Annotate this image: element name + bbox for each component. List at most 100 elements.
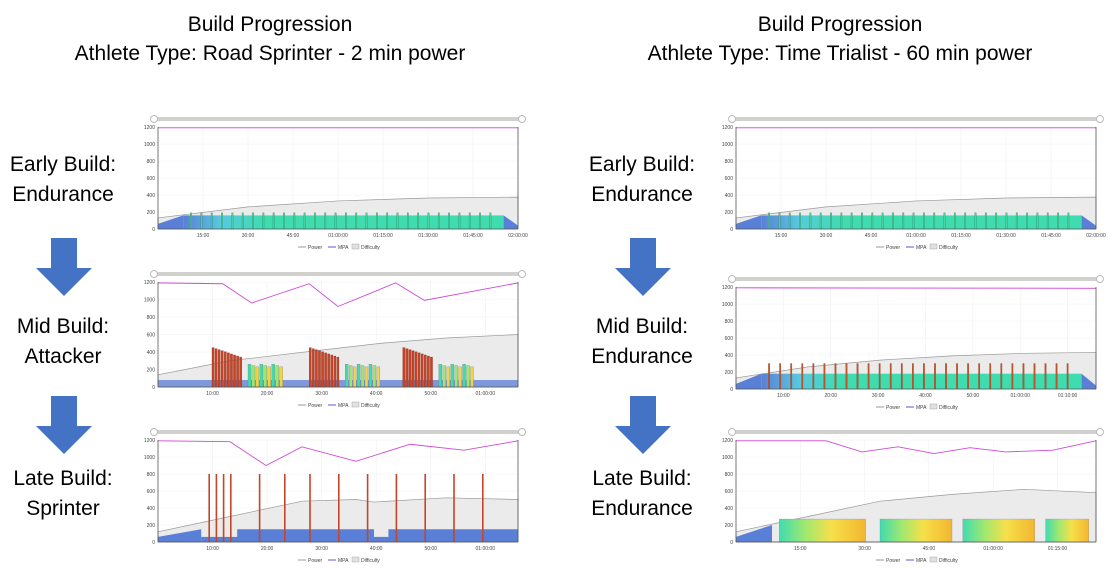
power-sprint-bar [230, 474, 232, 542]
legend-label-difficulty: Difficulty [361, 245, 380, 251]
power-surge-bar [902, 212, 905, 230]
power-tempo-bar [263, 365, 267, 388]
phase-label-line1: Late Build: [13, 467, 113, 490]
power-tempo-bar [349, 365, 353, 388]
y-tick-label: 1200 [144, 280, 155, 286]
x-tick-label: 50:00 [424, 546, 437, 552]
phase-label-line1: Late Build: [592, 467, 692, 490]
x-tick-label: 02:00:00 [508, 233, 528, 239]
power-surge-bar [355, 212, 358, 230]
power-surge-bar [314, 212, 316, 230]
power-surge-bar [252, 212, 254, 230]
legend-label-power: Power [886, 558, 901, 564]
mpa-line [157, 440, 519, 467]
power-sprint-bar [453, 474, 455, 542]
phase-label-line1: Early Build: [9, 153, 117, 176]
y-tick-label: 400 [725, 193, 734, 199]
y-tick-label: 800 [147, 315, 156, 321]
power-tempo-bar [360, 365, 365, 388]
power-surge-bar [768, 363, 770, 390]
legend-swatch-difficulty [929, 403, 938, 410]
power-sprint-bar [284, 474, 286, 542]
y-tick-label: 800 [147, 159, 156, 165]
power-threshold-block [1045, 518, 1089, 543]
x-tick-label: 10:00 [206, 391, 219, 397]
chart-road-late: 0 200 400 600 800 1000 1200 10:00 20:00 30:00 40:0… [144, 428, 526, 564]
left-arrow-down-1 [36, 238, 92, 296]
chart-tt-late: 0 200 400 600 800 1000 1200 15:00 30:00 45:00 01:0… [722, 428, 1104, 564]
power-warmup [736, 525, 772, 542]
power-attack-bar [239, 356, 242, 388]
power-surge-bar [231, 212, 234, 230]
mpa-line [736, 440, 1097, 455]
power-attack-bar [227, 352, 230, 388]
power-attack-bar [224, 351, 227, 388]
power-attack-bar [408, 349, 412, 388]
left-title-line2: Athlete Type: Road Sprinter - 2 min powe… [74, 42, 466, 65]
phase-label-line2: Endurance [591, 183, 693, 206]
power-attack-bar [330, 354, 333, 388]
power-tempo-bar [271, 364, 275, 388]
power-endurance-block [761, 215, 1082, 229]
x-tick-label: 15:00 [775, 233, 788, 239]
right-title-line2: Athlete Type: Time Trialist - 60 min pow… [647, 42, 1033, 65]
legend-label-difficulty: Difficulty [939, 558, 958, 564]
x-tick-label: 15:00 [794, 546, 807, 552]
phase-label-line2: Endurance [591, 345, 693, 368]
range-slider-handle-left [150, 115, 158, 123]
left-title: Build Progression Athlete Type: Road Spr… [30, 10, 510, 68]
power-surge-bar [406, 212, 409, 230]
y-tick-label: 200 [725, 370, 734, 376]
power-surge-bar [889, 363, 892, 390]
legend-label-power: Power [308, 558, 323, 564]
chart-tt-mid: 0 200 400 600 800 1000 1200 10:00 20:00 30:00 40:0… [722, 275, 1104, 411]
x-tick-label: 10:00 [206, 546, 219, 552]
arrow-shape [615, 238, 671, 296]
x-tick-label: 01:00:00 [983, 546, 1003, 552]
y-tick-label: 400 [725, 506, 734, 512]
power-tempo-bar [275, 365, 279, 388]
power-tempo-bar [259, 364, 264, 388]
power-tempo-bar [376, 366, 381, 388]
range-slider-handle-right [1096, 428, 1104, 436]
power-surge-bar [1036, 212, 1039, 230]
power-surge-bar [437, 212, 440, 230]
y-tick-label: 600 [725, 489, 734, 495]
power-surge-bar [1055, 363, 1058, 390]
power-surge-bar [845, 363, 848, 390]
x-tick-label: 01:00:00 [476, 391, 496, 397]
legend-swatch-difficulty [351, 243, 360, 250]
y-tick-label: 200 [725, 523, 734, 529]
y-tick-label: 1200 [722, 438, 733, 444]
power-attack-bar [211, 347, 215, 388]
power-surge-bar [458, 212, 461, 230]
arrow-shape [615, 396, 671, 454]
x-tick-label: 01:00:00 [1010, 393, 1030, 399]
y-tick-label: 0 [152, 540, 155, 546]
legend-label-mpa: MPA [338, 245, 349, 251]
y-tick-label: 1200 [144, 438, 155, 444]
power-surge-bar [1000, 363, 1003, 390]
power-surge-bar [809, 212, 812, 230]
power-sprint-bar [366, 474, 369, 542]
power-tempo-bar [372, 365, 377, 388]
power-surge-bar [878, 363, 881, 390]
phase-label-line2: Attacker [24, 345, 102, 368]
legend-swatch-difficulty [929, 243, 938, 250]
phase-label-line2: Endurance [12, 183, 114, 206]
x-tick-label: 01:15:00 [373, 233, 393, 239]
y-tick-label: 200 [725, 210, 734, 216]
x-tick-label: 15:00 [197, 233, 210, 239]
legend-label-difficulty: Difficulty [939, 245, 958, 251]
power-surge-bar [861, 212, 863, 230]
phase-label-line1: Mid Build: [595, 315, 689, 338]
chart-tt-early: 0 200 400 600 800 1000 1200 15:00 30:00 45:00 01:0… [722, 115, 1106, 251]
power-tempo-bar [356, 364, 361, 388]
power-surge-bar [978, 363, 981, 390]
power-tempo-bar [450, 364, 454, 388]
legend-label-power: Power [308, 245, 323, 251]
y-tick-label: 800 [725, 319, 734, 325]
power-attack-bar [402, 347, 406, 388]
power-attack-bar [233, 354, 236, 388]
power-surge-bar [1046, 212, 1049, 230]
